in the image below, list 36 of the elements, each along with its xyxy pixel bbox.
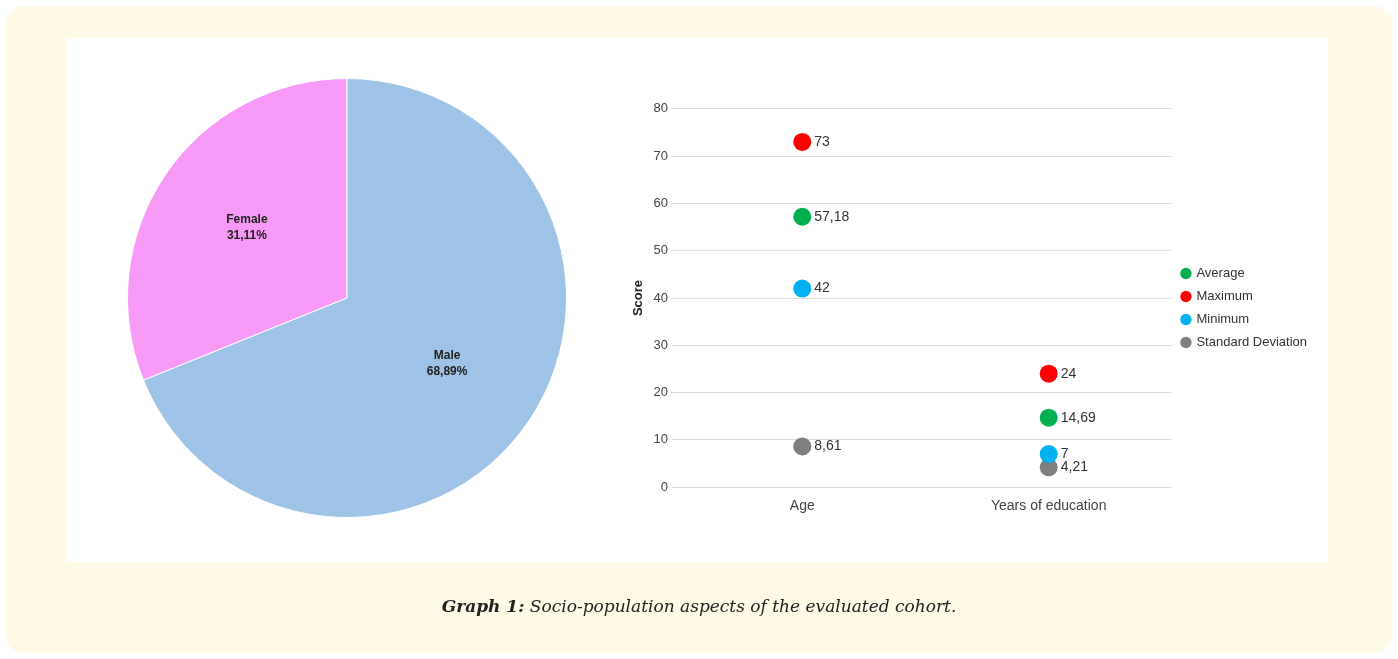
y-tick-label: 20: [653, 384, 669, 400]
legend-label: Average: [1196, 265, 1245, 281]
point: [793, 279, 812, 298]
y-tick-label: 30: [653, 336, 669, 352]
data-label: 4,21: [1060, 458, 1089, 475]
y-tick-label: 10: [653, 431, 669, 447]
data-label: 24: [1060, 364, 1077, 381]
slice-label: Female: [226, 212, 268, 227]
data-label: 68,89%: [426, 363, 468, 378]
point: [793, 437, 812, 456]
data-label: 8,61: [814, 437, 842, 454]
data-label: 73: [814, 132, 831, 149]
caption: Graph 1: Socio-population aspects of the evaluated cohort.: [440, 596, 958, 616]
data-label: 7: [1060, 444, 1069, 461]
point: [1039, 364, 1058, 383]
data-label: 42: [814, 279, 831, 296]
point: [793, 207, 812, 226]
y-tick-label: 0: [660, 478, 669, 494]
data-label: 14,69: [1060, 408, 1096, 425]
y-tick-label: 70: [653, 147, 669, 163]
point: [793, 132, 812, 151]
data-label: 57,18: [814, 207, 850, 224]
y-tick-label: 80: [653, 100, 669, 116]
x-tick-label: Age: [789, 497, 815, 514]
y-tick-label: 50: [653, 242, 669, 258]
point: [1039, 408, 1058, 427]
legend-label: Standard Deviation: [1196, 334, 1308, 350]
point: [1039, 445, 1058, 464]
y-axis-title: Score: [630, 279, 646, 317]
slice-label: Male: [433, 347, 461, 362]
x-tick-label: Years of education: [990, 497, 1107, 514]
legend-label: Maximum: [1196, 288, 1253, 304]
data-label: 31,11%: [226, 228, 268, 243]
legend-label: Minimum: [1196, 311, 1250, 327]
y-tick-label: 40: [653, 289, 669, 305]
y-tick-label: 60: [653, 194, 669, 210]
